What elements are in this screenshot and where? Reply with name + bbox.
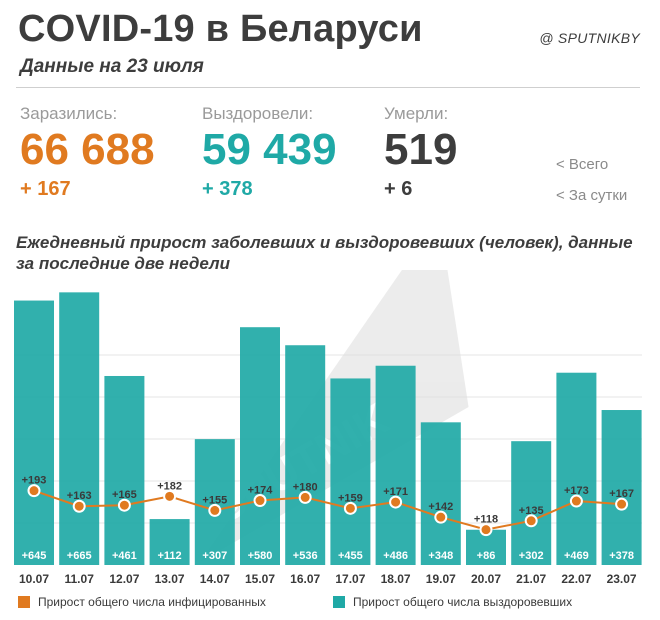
- stat-recovered-value: 59 439: [202, 125, 337, 174]
- line-value-label: +180: [293, 481, 318, 493]
- bar: [285, 345, 326, 565]
- line-point: [163, 489, 177, 503]
- header-divider: [16, 87, 640, 88]
- bar: [194, 439, 235, 565]
- line-value-label: +182: [157, 480, 182, 492]
- line-point: [208, 503, 222, 517]
- line-value-label: +163: [67, 490, 92, 502]
- stat-infected-value: 66 688: [20, 125, 155, 174]
- line-point: [615, 497, 629, 511]
- infected-line: [33, 489, 622, 531]
- line-point: [72, 499, 86, 513]
- stat-deaths-label: Умерли:: [384, 104, 449, 123]
- line-point: [343, 501, 357, 515]
- stat-recovered-delta: + 378: [202, 178, 253, 200]
- x-tick-label: 14.07: [200, 572, 230, 586]
- legend-infected-label: Прирост общего числа инфицированных: [38, 595, 266, 609]
- x-tick-label: 10.07: [19, 572, 49, 586]
- line-point: [389, 495, 403, 509]
- bar-value-label: +665: [67, 550, 92, 562]
- bar: [511, 441, 552, 565]
- bar: [556, 372, 597, 565]
- stat-deaths: Умерли: 519 + 6: [384, 104, 457, 201]
- x-tick-label: 11.07: [65, 572, 95, 586]
- page-title: COVID-19 в Беларуси: [18, 8, 423, 50]
- line-value-label: +173: [564, 485, 589, 497]
- x-tick-label: 17.07: [335, 572, 365, 586]
- x-tick-label: 21.07: [516, 572, 546, 586]
- stat-recovered-label: Выздоровели:: [202, 104, 314, 123]
- line-value-label: +155: [202, 494, 227, 506]
- line-value-label: +171: [383, 486, 408, 498]
- line-value-label: +193: [22, 475, 47, 487]
- x-tick-label: 22.07: [561, 572, 591, 586]
- line-value-label: +165: [112, 489, 137, 501]
- bar-value-label: +461: [112, 550, 137, 562]
- bar-value-label: +486: [383, 550, 408, 562]
- line-value-label: +142: [428, 501, 453, 513]
- legend-recovered-swatch: [333, 596, 345, 608]
- bar: [104, 375, 145, 565]
- legend-recovered-label: Прирост общего числа выздоровевших: [353, 595, 573, 609]
- x-tick-label: 23.07: [607, 572, 637, 586]
- line-value-label: +159: [338, 492, 363, 504]
- x-tick-label: 18.07: [381, 572, 411, 586]
- line-point: [524, 514, 538, 528]
- bar-value-label: +645: [22, 550, 47, 562]
- legend-infected-swatch: [18, 596, 30, 608]
- x-tick-label: 19.07: [426, 572, 456, 586]
- bar-value-label: +112: [158, 550, 182, 562]
- line-point: [298, 490, 312, 504]
- legend-infected: Прирост общего числа инфицированных: [18, 595, 266, 609]
- line-point: [434, 510, 448, 524]
- x-tick-label: 20.07: [471, 572, 501, 586]
- bar-value-label: +536: [293, 550, 318, 562]
- line-point: [479, 523, 493, 537]
- bar: [420, 422, 461, 565]
- hint-daily: < За сутки: [556, 187, 628, 204]
- line-point: [117, 498, 131, 512]
- stat-recovered: Выздоровели: 59 439 + 378: [202, 104, 337, 201]
- line-point: [253, 494, 267, 508]
- line-value-label: +174: [248, 485, 274, 497]
- line-value-label: +118: [474, 514, 498, 526]
- x-tick-label: 16.07: [290, 572, 320, 586]
- bar: [149, 519, 190, 565]
- stat-infected-delta: + 167: [20, 178, 71, 200]
- line-point: [27, 484, 41, 498]
- bar-value-label: +580: [248, 550, 273, 562]
- bar-value-label: +302: [519, 550, 544, 562]
- bar-value-label: +307: [202, 550, 227, 562]
- x-tick-label: 13.07: [155, 572, 185, 586]
- bar: [240, 327, 280, 565]
- x-tick-label: 15.07: [245, 572, 275, 586]
- bar-value-label: +86: [477, 550, 496, 562]
- stat-infected-label: Заразились:: [20, 104, 118, 123]
- bar-value-label: +348: [428, 550, 453, 562]
- bar: [59, 292, 100, 565]
- stat-deaths-delta: + 6: [384, 178, 413, 200]
- x-tick-label: 12.07: [109, 572, 139, 586]
- legend-recovered: Прирост общего числа выздоровевших: [333, 595, 572, 609]
- hint-total: < Всего: [556, 156, 609, 173]
- chart-title: Ежедневный прирост заболевших и выздоров…: [16, 233, 633, 273]
- line-value-label: +167: [609, 488, 634, 500]
- bar-line-chart: SPUTNIK+64510.07+66511.07+46112.07+11213…: [14, 270, 642, 586]
- stat-deaths-value: 519: [384, 125, 458, 174]
- line-point: [569, 494, 583, 508]
- bar-value-label: +469: [564, 550, 589, 562]
- line-value-label: +135: [519, 505, 544, 517]
- brand-tag: @ SPUTNIKBY: [539, 30, 640, 46]
- bar: [330, 378, 371, 565]
- bar-value-label: +378: [609, 550, 634, 562]
- bar: [14, 300, 54, 565]
- stat-infected: Заразились: 66 688 + 167: [20, 104, 155, 201]
- page-subtitle: Данные на 23 июля: [20, 56, 204, 77]
- bar: [601, 410, 642, 565]
- bar-value-label: +455: [338, 550, 363, 562]
- bar: [375, 365, 416, 565]
